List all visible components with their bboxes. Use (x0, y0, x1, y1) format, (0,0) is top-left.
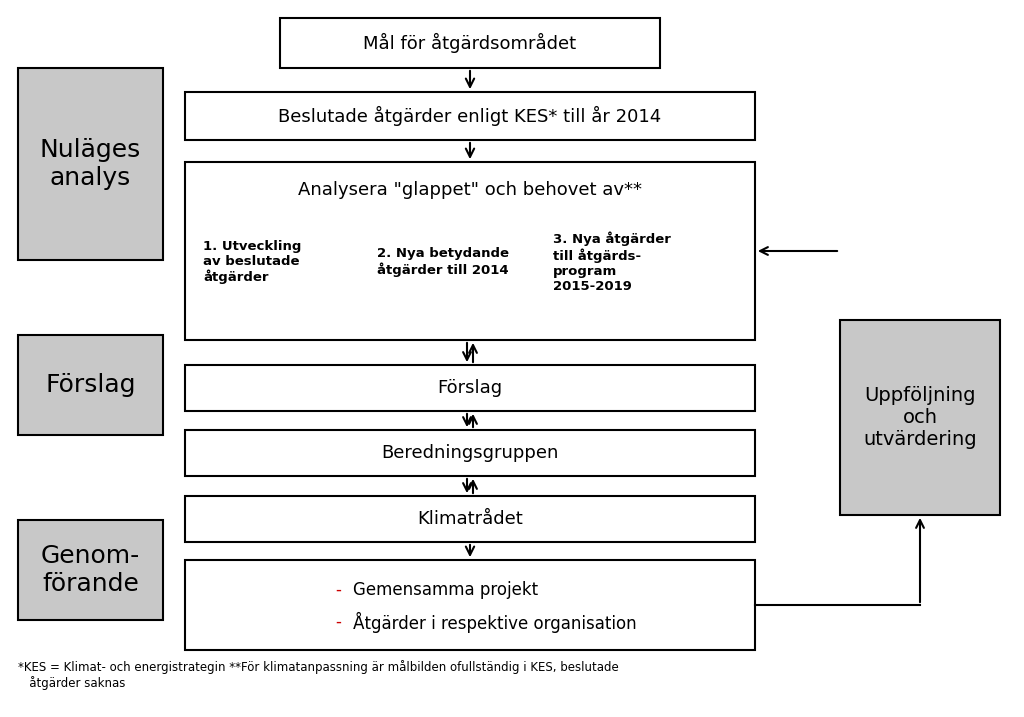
Bar (185, 92, 755, 140)
Bar (185, 496, 755, 542)
Bar (280, 18, 660, 68)
Bar (185, 560, 755, 650)
Text: Gemensamma projekt: Gemensamma projekt (353, 581, 539, 599)
Text: Uppföljning
och
utvärdering: Uppföljning och utvärdering (863, 386, 977, 449)
Bar (18, 520, 163, 620)
Text: Förslag: Förslag (437, 379, 503, 397)
Text: Beredningsgruppen: Beredningsgruppen (381, 444, 559, 462)
Text: -: - (335, 613, 341, 631)
Text: Genom-
förande: Genom- förande (41, 544, 140, 596)
Text: Analysera "glappet" och behovet av**: Analysera "glappet" och behovet av** (298, 181, 642, 199)
Bar (185, 365, 755, 411)
Text: Åtgärder i respektive organisation: Åtgärder i respektive organisation (353, 612, 637, 632)
Text: -: - (335, 581, 341, 599)
Text: *KES = Klimat- och energistrategin **För klimatanpassning är målbilden ofullstän: *KES = Klimat- och energistrategin **För… (18, 660, 618, 690)
Text: Klimatrådet: Klimatrådet (417, 510, 523, 528)
Text: Beslutade åtgärder enligt KES* till år 2014: Beslutade åtgärder enligt KES* till år 2… (279, 106, 662, 126)
Text: 3. Nya åtgärder
till åtgärds-
program
2015-2019: 3. Nya åtgärder till åtgärds- program 20… (553, 232, 671, 293)
Bar (18, 68, 163, 260)
Bar (840, 320, 1000, 515)
Text: Nuläges
analys: Nuläges analys (40, 138, 141, 190)
Text: 2. Nya betydande
åtgärder till 2014: 2. Nya betydande åtgärder till 2014 (377, 247, 509, 277)
Text: Mål för åtgärdsområdet: Mål för åtgärdsområdet (364, 33, 577, 53)
Bar (185, 162, 755, 340)
Bar (18, 335, 163, 435)
Bar (185, 430, 755, 476)
Text: 1. Utveckling
av beslutade
åtgärder: 1. Utveckling av beslutade åtgärder (203, 239, 301, 285)
Text: Förslag: Förslag (45, 373, 136, 397)
